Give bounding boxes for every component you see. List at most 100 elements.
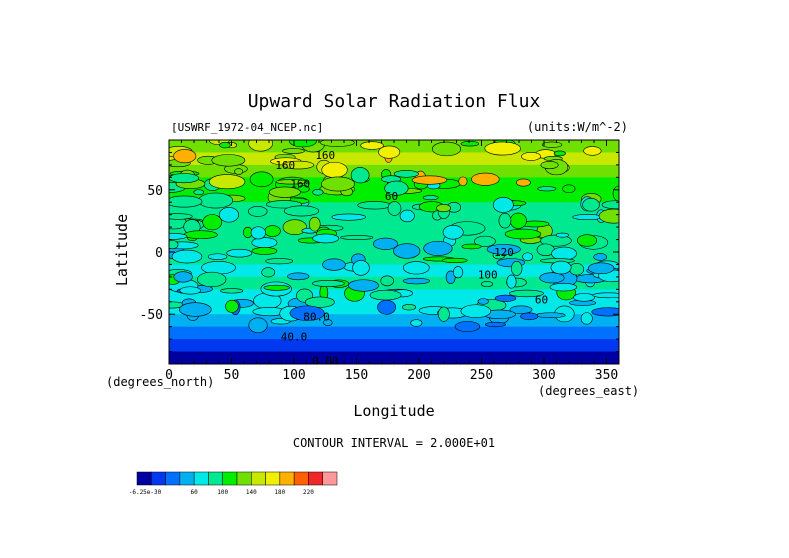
- heatmap-patch: [171, 249, 203, 264]
- heatmap-patch: [312, 233, 340, 244]
- heatmap-patch: [201, 260, 236, 275]
- units-label: (units:W/m^-2): [527, 120, 628, 134]
- heatmap-patch: [321, 176, 355, 192]
- heatmap-patch: [282, 219, 307, 236]
- heatmap-patch: [322, 258, 346, 271]
- heatmap-patch: [360, 141, 384, 150]
- heatmap-patch: [264, 225, 281, 237]
- contour-label: 160: [290, 178, 310, 191]
- heatmap-patch: [516, 178, 531, 187]
- colorbar-swatch: [236, 471, 252, 486]
- contour-label: 40.0: [281, 331, 308, 344]
- heatmap-band: [169, 164, 619, 178]
- heatmap-patch: [486, 244, 521, 255]
- heatmap-patch: [350, 167, 370, 184]
- heatmap-patch: [522, 252, 534, 262]
- heatmap-patch: [384, 180, 409, 196]
- heatmap-patch: [380, 275, 394, 287]
- heatmap-patch: [540, 160, 559, 170]
- heatmap-patch: [582, 198, 600, 212]
- colorbar-swatch: [179, 471, 195, 486]
- heatmap-patch: [261, 267, 276, 278]
- x-tick-label: 100: [282, 368, 305, 383]
- heatmap-patch: [592, 292, 619, 299]
- heatmap-patch: [553, 150, 566, 157]
- heatmap-band: [169, 326, 619, 340]
- heatmap-patch: [340, 235, 374, 240]
- heatmap-patch: [197, 271, 227, 288]
- heatmap-patch: [211, 154, 246, 167]
- heatmap-patch: [251, 247, 278, 255]
- heatmap-patch: [352, 260, 370, 276]
- heatmap-patch: [423, 240, 453, 256]
- heatmap-patch: [265, 258, 294, 265]
- x-tick-label: 350: [595, 368, 618, 383]
- plot-area: [169, 140, 619, 364]
- heatmap-patch: [282, 148, 305, 154]
- colorbar-swatch: [165, 471, 181, 486]
- heatmap-patch: [436, 204, 452, 213]
- heatmap-patch: [169, 240, 179, 250]
- heatmap-patch: [312, 188, 324, 196]
- heatmap-patch: [265, 200, 303, 209]
- heatmap-patch: [399, 209, 415, 223]
- colorbar: [136, 471, 338, 486]
- heatmap-patch: [587, 262, 615, 275]
- heatmap-patch: [289, 305, 325, 321]
- heatmap-patch: [403, 261, 430, 275]
- heatmap-patch: [268, 186, 301, 198]
- heatmap-patch: [283, 205, 320, 217]
- y-axis-label: Latitude: [113, 214, 131, 286]
- heatmap-patch: [438, 306, 450, 322]
- heatmap-patch: [179, 286, 201, 295]
- heatmap-patch: [541, 141, 563, 148]
- heatmap-patch: [402, 277, 431, 285]
- heatmap-patch: [601, 200, 619, 210]
- colorbar-swatch: [208, 471, 223, 486]
- contour-label: 60: [385, 190, 398, 203]
- heatmap-patch: [511, 261, 523, 276]
- heatmap-patch: [410, 319, 423, 327]
- heatmap-patch: [551, 246, 577, 261]
- heatmap-band: [169, 227, 619, 241]
- heatmap-patch: [183, 230, 218, 240]
- heatmap-patch: [494, 294, 517, 302]
- heatmap-band: [169, 351, 619, 364]
- heatmap-patch: [226, 248, 253, 258]
- contour-label: 80.0: [303, 311, 330, 324]
- heatmap-patch: [320, 140, 355, 147]
- x-tick-label: 50: [224, 368, 240, 383]
- heatmap-patch: [248, 317, 268, 333]
- heatmap-patch: [312, 279, 345, 287]
- heatmap-patch: [411, 175, 448, 185]
- x-tick-label: 250: [470, 368, 493, 383]
- contour-interval-text: CONTOUR INTERVAL = 2.000E+01: [293, 436, 495, 450]
- colorbar-swatch: [151, 471, 166, 486]
- colorbar-swatch: [222, 471, 238, 486]
- heatmap-patch: [218, 207, 240, 223]
- heatmap-patch: [562, 184, 576, 194]
- dataset-label: [USWRF_1972-04_NCEP.nc]: [171, 121, 323, 134]
- heatmap-patches: [169, 140, 619, 333]
- colorbar-swatch: [293, 471, 309, 486]
- heatmap-patch: [323, 319, 333, 326]
- y-tick-labels: -50 0 50: [140, 184, 163, 323]
- heatmap-patch: [247, 206, 268, 217]
- heatmap-patch: [179, 302, 212, 317]
- heatmap-patch: [471, 172, 500, 186]
- heatmap-patch: [220, 288, 244, 294]
- heatmap-patch: [422, 195, 439, 201]
- heatmap-patch: [441, 257, 468, 263]
- heatmap-patch: [308, 216, 321, 232]
- colorbar-label: 140: [246, 489, 257, 496]
- contour-label: 160: [315, 149, 335, 162]
- heatmap-patch: [347, 279, 379, 292]
- x-unit-label: (degrees_east): [538, 384, 639, 398]
- heatmap-patch: [442, 224, 464, 240]
- y-tick-label: 50: [147, 184, 163, 199]
- heatmap-patch: [393, 243, 421, 259]
- heatmap-patch: [460, 140, 480, 147]
- heatmap-band: [169, 264, 619, 278]
- heatmap-patch: [250, 226, 266, 240]
- heatmap-patch: [484, 141, 521, 156]
